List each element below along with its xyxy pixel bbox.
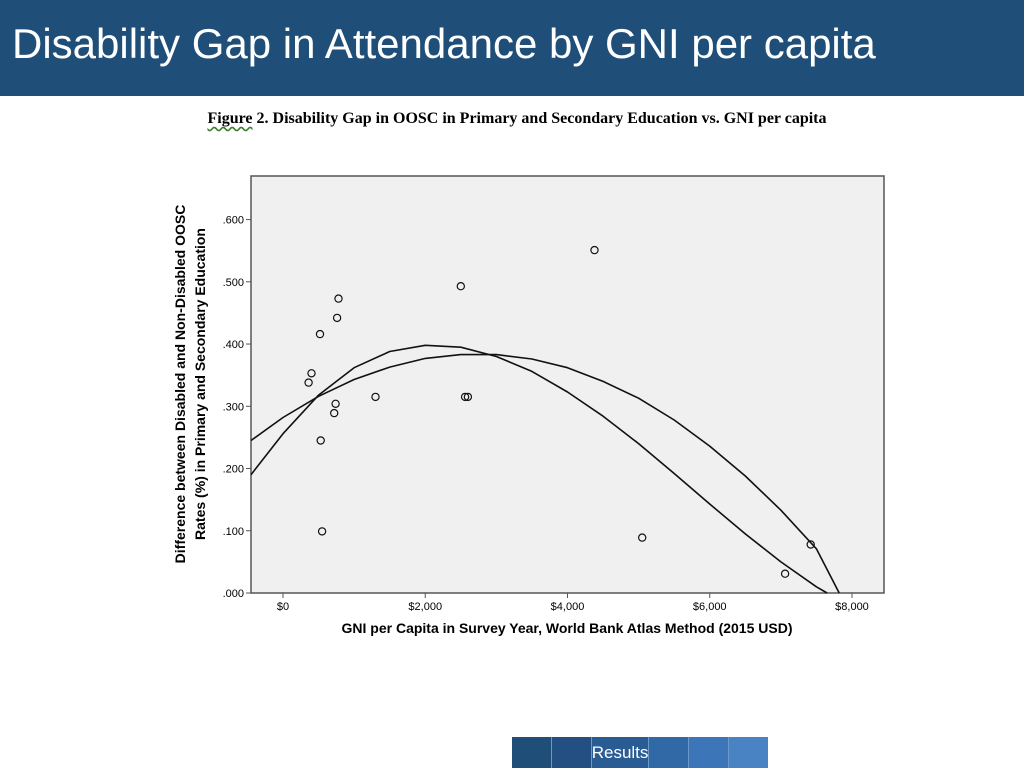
data-point	[315, 329, 325, 339]
data-point	[456, 282, 465, 291]
nav-segment[interactable]	[689, 737, 730, 768]
slide-title: Disability Gap in Attendance by GNI per …	[12, 20, 876, 67]
y-tick-label: .500	[223, 277, 244, 289]
nav-segment[interactable]	[649, 737, 690, 768]
x-tick-label: $8,000	[835, 601, 869, 613]
y-tick-label: .400	[223, 339, 244, 351]
y-axis: .000 .100 .200 .300 .400 .500 .600	[223, 215, 251, 600]
data-point	[460, 392, 470, 402]
nav-segment[interactable]	[729, 737, 768, 768]
data-point	[316, 436, 325, 445]
data-points	[304, 245, 815, 578]
data-point	[806, 540, 815, 549]
data-point	[590, 245, 599, 255]
figure-caption-text: 2. Disability Gap in OOSC in Primary and…	[252, 110, 827, 127]
fit-lines	[250, 344, 840, 594]
y-tick-label: .200	[223, 464, 244, 476]
nav-segment-results[interactable]: Results	[591, 737, 650, 768]
y-axis-title-line-1: Difference between Disabled and Non-Disa…	[172, 205, 188, 564]
x-tick-label: $6,000	[693, 601, 727, 613]
quadratic-fit-line	[250, 353, 840, 594]
y-axis-title-line-2: Rates (%) in Primary and Secondary Educa…	[192, 228, 208, 540]
figure-caption-label: Figure	[207, 110, 253, 127]
data-point	[331, 399, 340, 408]
y-tick-label: .100	[223, 526, 244, 538]
x-tick-label: $2,000	[408, 601, 442, 613]
footer-nav: Results	[512, 737, 768, 768]
y-axis-title: Difference between Disabled and Non-Disa…	[172, 205, 208, 564]
data-point	[463, 392, 473, 402]
figure-caption: Figure 2. Disability Gap in OOSC in Prim…	[0, 110, 1024, 128]
y-tick-label: .000	[223, 588, 244, 600]
data-point	[304, 378, 313, 387]
x-tick-label: $0	[277, 601, 289, 613]
data-point	[334, 294, 343, 303]
nav-segment[interactable]	[551, 737, 592, 768]
data-point	[332, 313, 342, 323]
nav-segment[interactable]	[512, 737, 552, 768]
x-axis: $0 $2,000 $4,000 $6,000 $8,000	[277, 593, 869, 613]
data-point	[330, 408, 339, 418]
data-point	[638, 533, 647, 542]
data-point	[780, 569, 790, 578]
data-point	[371, 392, 380, 402]
data-point	[307, 369, 316, 378]
x-tick-label: $4,000	[551, 601, 585, 613]
x-axis-title: GNI per Capita in Survey Year, World Ban…	[342, 620, 793, 636]
plot-area	[250, 175, 885, 594]
y-tick-label: .300	[223, 401, 244, 413]
y-tick-label: .600	[223, 215, 244, 227]
cubic-fit-line	[250, 344, 828, 594]
slide-header: Disability Gap in Attendance by GNI per …	[0, 0, 1024, 96]
data-point	[317, 527, 327, 536]
